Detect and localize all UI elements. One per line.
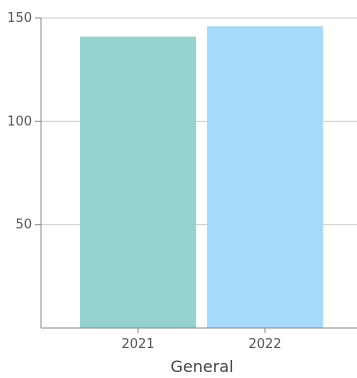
y-tick-labels: 50 100 150 (7, 11, 32, 233)
bar-2022 (207, 26, 323, 329)
x-tick-label-2022: 2022 (248, 337, 281, 352)
x-tick-label-2021: 2021 (121, 337, 154, 352)
bars (80, 26, 323, 329)
y-tick-label: 50 (15, 218, 32, 233)
bar-2021 (80, 36, 196, 328)
y-tick-label: 150 (7, 11, 32, 26)
y-tick-label: 100 (7, 114, 32, 129)
x-tick-labels: 2021 2022 (121, 328, 282, 352)
x-axis-title: General (170, 357, 233, 376)
